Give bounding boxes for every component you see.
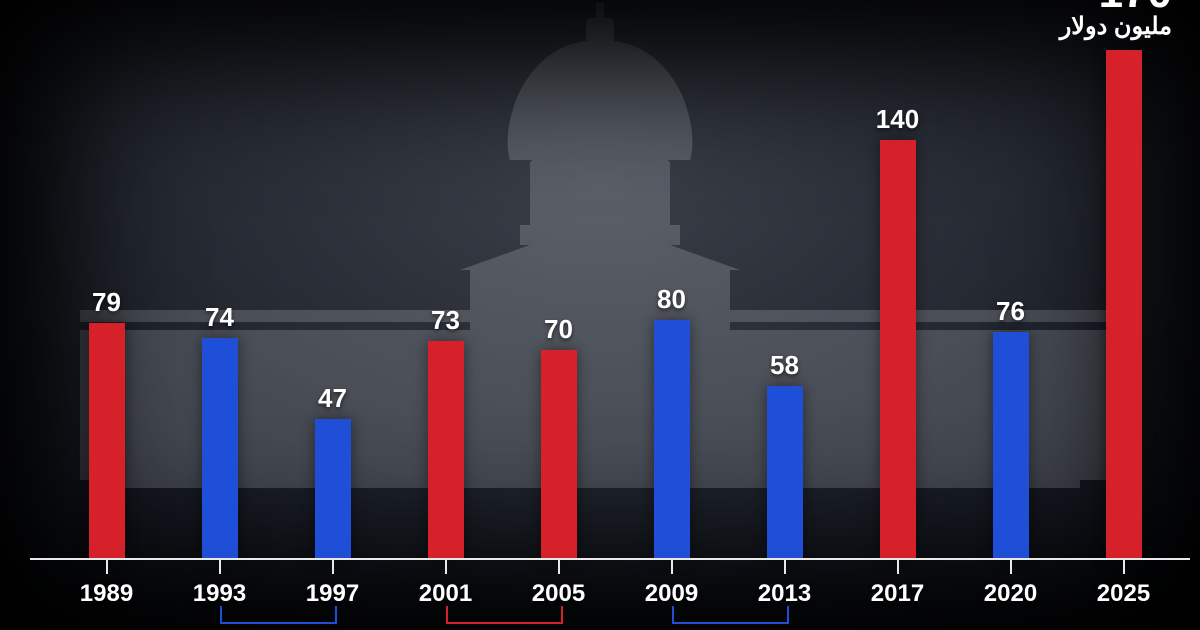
bar-2025 [1106, 50, 1142, 560]
bar-2017: 140 [880, 140, 916, 560]
axis-tick-2005 [558, 560, 560, 574]
bar-value-2001: 73 [431, 305, 460, 336]
bar-2020: 76 [993, 332, 1029, 560]
bar-value-2020: 76 [996, 296, 1025, 327]
bar-1989: 79 [89, 323, 125, 560]
bar-2013: 58 [767, 386, 803, 560]
axis-tick-2025 [1123, 560, 1125, 574]
bar-value-2009: 80 [657, 284, 686, 315]
axis-tick-2020 [1010, 560, 1012, 574]
term-bracket [672, 606, 789, 624]
bar-value-1989: 79 [92, 287, 121, 318]
bar-chart: 7919897419934719977320017020058020095820… [50, 50, 1180, 560]
bar-2005: 70 [541, 350, 577, 560]
bars-container: 7919897419934719977320017020058020095820… [50, 50, 1180, 560]
bar-2001: 73 [428, 341, 464, 560]
axis-tick-2013 [784, 560, 786, 574]
bar-1997: 47 [315, 419, 351, 560]
axis-tick-2001 [445, 560, 447, 574]
bar-slot-2025: 2025 [1067, 50, 1180, 560]
bar-value-2013: 58 [770, 350, 799, 381]
bar-slot-2013: 582013 [728, 50, 841, 560]
bar-2009: 80 [654, 320, 690, 560]
axis-tick-2009 [671, 560, 673, 574]
bar-value-1993: 74 [205, 302, 234, 333]
axis-tick-1989 [106, 560, 108, 574]
axis-tick-2017 [897, 560, 899, 574]
unit-label: 170 مليون دولار [1060, 0, 1172, 39]
x-axis-baseline [30, 558, 1190, 560]
term-brackets [50, 604, 1180, 624]
axis-tick-1993 [219, 560, 221, 574]
bar-slot-2009: 802009 [615, 50, 728, 560]
term-bracket [220, 606, 337, 624]
bar-value-2017: 140 [876, 104, 919, 135]
bar-slot-2020: 762020 [954, 50, 1067, 560]
unit-text: مليون دولار [1060, 14, 1172, 39]
bar-slot-1997: 471997 [276, 50, 389, 560]
bar-slot-1989: 791989 [50, 50, 163, 560]
term-bracket [446, 606, 563, 624]
bar-slot-1993: 741993 [163, 50, 276, 560]
axis-tick-1997 [332, 560, 334, 574]
bar-value-1997: 47 [318, 383, 347, 414]
bar-slot-2001: 732001 [389, 50, 502, 560]
bar-1993: 74 [202, 338, 238, 560]
bar-value-2005: 70 [544, 314, 573, 345]
bar-slot-2017: 1402017 [841, 50, 954, 560]
bar-slot-2005: 702005 [502, 50, 615, 560]
infographic-stage: 170 مليون دولار 791989741993471997732001… [0, 0, 1200, 630]
